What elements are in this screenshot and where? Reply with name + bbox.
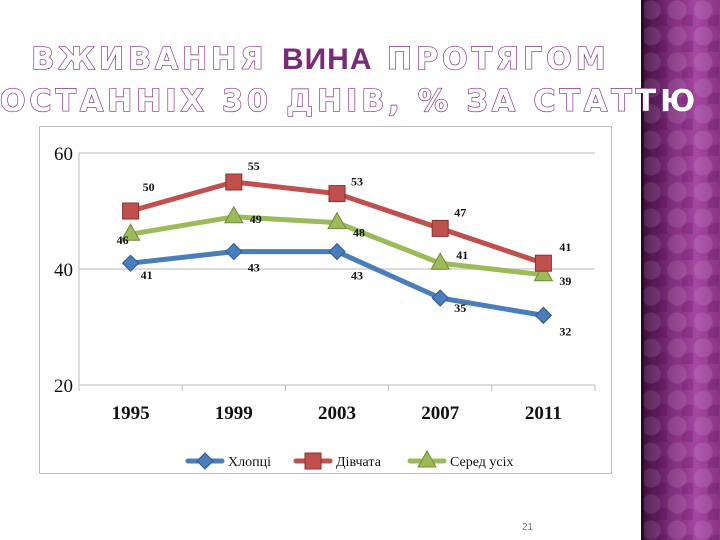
legend-label: Хлопці (228, 455, 271, 470)
legend-label: Серед усіх (450, 455, 513, 470)
decorative-side-panel (641, 0, 720, 540)
series-line-0 (128, 249, 546, 318)
data-point-marker (121, 254, 140, 272)
data-label: 55 (248, 159, 260, 173)
data-label: 47 (454, 205, 466, 219)
data-label: 41 (559, 240, 571, 254)
legend-marker (417, 449, 437, 468)
data-label: 39 (559, 274, 571, 288)
data-label: 32 (559, 324, 571, 338)
data-label: 46 (117, 233, 129, 247)
side-panel-edge (641, 0, 644, 540)
data-point-marker (534, 306, 553, 325)
data-label: 35 (454, 301, 466, 315)
data-label: 48 (353, 226, 365, 240)
data-label: 53 (351, 175, 363, 189)
data-point-marker (430, 252, 451, 270)
slide-title-line-2: ОСТАННІХ 30 ДНІВ, % ЗА СТАТТЮ (0, 83, 700, 119)
y-tick-label: 20 (54, 376, 73, 397)
slide-title-line-1: ВЖИВАННЯ ВИНА ПРОТЯГОМ (0, 41, 641, 77)
legend-label: Дівчата (336, 455, 382, 470)
x-tick-label: 1999 (215, 403, 253, 424)
page-number: 21 (522, 522, 534, 533)
data-label: 43 (248, 261, 260, 275)
title-part-2: ПРОТЯГОМ (386, 41, 610, 77)
data-label: 50 (143, 180, 155, 194)
x-tick-label: 2007 (421, 403, 460, 424)
data-point-marker (431, 289, 449, 307)
title-part-1: ВЖИВАННЯ (31, 41, 268, 77)
data-point-marker (534, 254, 552, 272)
data-label: 41 (456, 248, 468, 262)
y-tick-label: 60 (54, 144, 73, 165)
legend-marker (196, 452, 214, 470)
data-point-marker (225, 242, 243, 261)
x-tick-label: 2003 (318, 403, 356, 424)
data-point-marker (122, 202, 140, 220)
x-tick-label: 2011 (525, 403, 562, 424)
data-point-marker (328, 242, 346, 261)
data-point-marker (223, 205, 244, 224)
y-tick-label: 40 (54, 260, 73, 281)
data-label: 41 (141, 268, 153, 282)
x-tick-label: 1995 (112, 403, 150, 424)
data-point-marker (225, 173, 243, 191)
line-chart: 20 40 60 1995 1999 2003 2007 2011 41 43 43 35 32 50 55… (54, 144, 596, 470)
data-point-marker (327, 211, 347, 230)
data-label: 43 (351, 269, 363, 283)
data-point-marker (328, 185, 346, 203)
title-accent-word: ВИНА (281, 43, 373, 76)
data-point-marker (120, 223, 141, 241)
legend-marker (304, 452, 322, 470)
chart-frame: 20 40 60 1995 1999 2003 2007 2011 41 43 43 35 32 50 55… (39, 126, 612, 474)
data-point-marker (431, 219, 449, 237)
data-point-marker (533, 263, 554, 282)
data-label: 49 (250, 212, 262, 226)
